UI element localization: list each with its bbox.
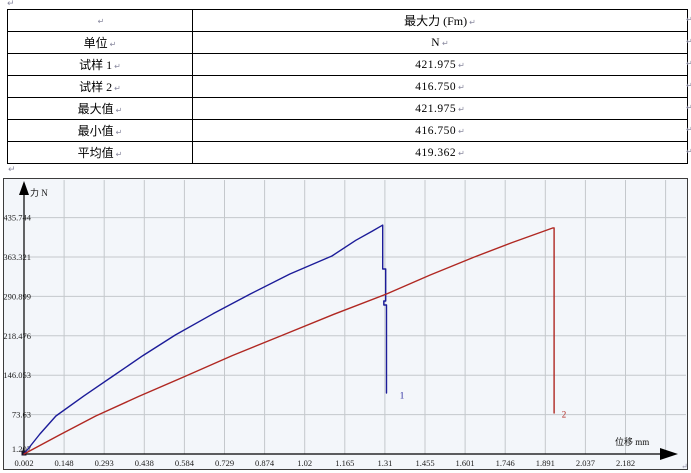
x-tick-label: 0.584 (175, 458, 195, 468)
header-fm-cell: 最大力 (Fm) ↵ (192, 9, 688, 32)
row-label: 单位 (83, 36, 108, 50)
x-tick-label: 0.293 (95, 458, 114, 468)
x-tick-label: 1.31 (377, 458, 392, 468)
paragraph-mark: ↵ (7, 0, 15, 9)
paragraph-mark: ↵ (686, 81, 691, 90)
y-tick-label: 218.476 (4, 331, 31, 341)
paragraph-mark: ↵ (686, 103, 691, 112)
y-tick-label: 146.053 (4, 370, 31, 380)
x-tick-label: 1.02 (297, 458, 312, 468)
paragraph-mark: ↵ (686, 125, 691, 134)
table-row: ↵ 最大力 (Fm) ↵ (7, 9, 688, 32)
paragraph-mark: ↵ (114, 62, 121, 71)
paragraph-mark: ↵ (115, 150, 123, 159)
series-label-1: 1 (400, 391, 405, 401)
table-row: 试样 1 ↵ 421.975 ↵ (7, 53, 688, 76)
table-row: 单位 ↵ N ↵ (7, 31, 688, 54)
paragraph-mark: ↵ (469, 18, 476, 27)
paragraph-mark: ↵ (8, 165, 16, 175)
table-row: 平均值 ↵ 419.362 ↵ (7, 141, 688, 164)
y-tick-label: 73.63 (12, 410, 31, 420)
x-tick-label: 1.746 (496, 458, 515, 468)
row-value: 416.750 (415, 81, 457, 93)
max-force-header: 最大力 (Fm) (404, 14, 468, 28)
paragraph-mark: ↵ (686, 15, 691, 24)
y-tick-label: 290.899 (4, 291, 31, 301)
results-table: ↵ 最大力 (Fm) ↵ 单位 ↵ N ↵ 试样 1 ↵ 421.975 ↵ 试样 2 ↵ … (7, 9, 688, 164)
y-axis-title: 力 N (30, 187, 48, 198)
paragraph-mark: ↵ (686, 59, 691, 68)
series-curve-2 (23, 227, 555, 455)
chart-svg: 1.207 73.63 146.053 218.476 290.899 363.321 43… (4, 180, 687, 469)
x-axis-arrow-icon (660, 448, 678, 460)
row-label: 最小值 (77, 124, 114, 138)
x-tick-label: 1.455 (415, 458, 434, 468)
paragraph-mark: ↵ (458, 83, 465, 92)
x-tick-label: 0.438 (135, 458, 154, 468)
x-axis-title: 位移 mm (615, 436, 649, 447)
paragraph-mark: ↵ (686, 37, 691, 46)
table-row: 最大值 ↵ 421.975 ↵ (7, 97, 688, 120)
x-tick-label: 1.891 (536, 458, 555, 468)
paragraph-mark: ↵ (115, 128, 123, 137)
paragraph-mark: ↵ (458, 149, 465, 158)
x-tick-label: 2.182 (616, 458, 635, 468)
row-value: 419.362 (415, 147, 457, 159)
paragraph-mark: ↵ (458, 127, 465, 136)
x-tick-label: 2.037 (576, 458, 595, 468)
y-axis-arrow-icon (19, 181, 29, 195)
paragraph-mark: ↵ (109, 40, 117, 49)
y-tick-label: 1.207 (12, 444, 31, 454)
paragraph-mark: ↵ (442, 39, 449, 48)
row-value: 421.975 (415, 59, 457, 71)
x-tick-label: 1.165 (335, 458, 354, 468)
paragraph-mark: ↵ (458, 105, 465, 114)
header-empty-cell: ↵ (7, 9, 193, 32)
row-value: 416.750 (415, 125, 457, 137)
row-label: 平均值 (77, 146, 114, 160)
x-tick-label: 0.148 (55, 458, 74, 468)
series-curve-1 (23, 224, 388, 455)
force-displacement-chart: 1.207 73.63 146.053 218.476 290.899 363.321 43… (3, 178, 688, 470)
x-tick-label: 0.874 (255, 458, 275, 468)
row-value: N (431, 37, 441, 49)
y-tick-label: 363.321 (4, 252, 31, 262)
paragraph-mark: ↵ (114, 84, 121, 93)
x-tick-label: 0.002 (14, 458, 33, 468)
row-label: 试样 2 (79, 80, 113, 94)
series-label-2: 2 (562, 410, 567, 420)
row-end-marks: ↵ ↵ ↵ ↵ ↵ ↵ ↵ (686, 9, 691, 163)
paragraph-mark: ↵ (458, 61, 465, 70)
table-row: 最小值 ↵ 416.750 ↵ (7, 119, 688, 142)
x-tick-label: 0.729 (215, 458, 234, 468)
x-tick-label: 1.601 (456, 458, 475, 468)
row-value: 421.975 (415, 103, 457, 115)
paragraph-mark: ↵ (97, 17, 105, 26)
paragraph-mark: ↵ (681, 462, 687, 469)
paragraph-mark: ↵ (686, 147, 691, 156)
row-label: 试样 1 (79, 58, 113, 72)
row-label: 最大值 (77, 102, 114, 116)
y-tick-label: 435.744 (4, 213, 32, 223)
table-row: 试样 2 ↵ 416.750 ↵ (7, 75, 688, 98)
paragraph-mark: ↵ (115, 106, 123, 115)
